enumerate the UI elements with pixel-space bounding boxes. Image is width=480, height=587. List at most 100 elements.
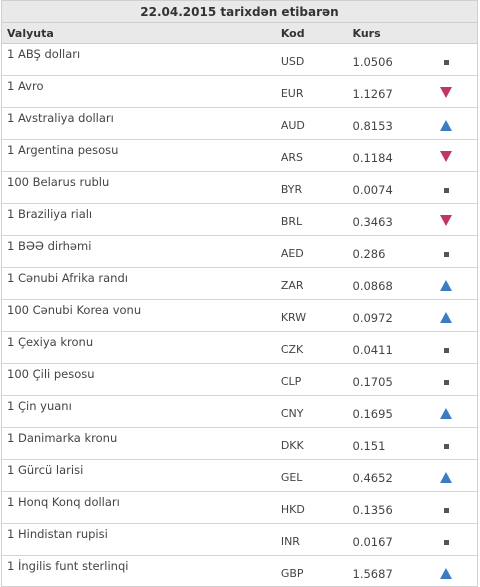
trend-cell	[432, 524, 477, 555]
currency-name: 1 BƏƏ dirhəmi	[7, 239, 92, 253]
currency-code: BYR	[280, 183, 303, 196]
table-row: 1 ABŞ dolları USD 1.0506	[2, 44, 477, 76]
trend-cell	[432, 428, 477, 459]
column-header-rate: Kurs	[352, 26, 381, 40]
table-row: 1 Danimarka kronu DKK 0.151	[2, 428, 477, 460]
exchange-rate: 0.1705	[352, 375, 393, 389]
trend-cell	[432, 396, 477, 427]
table-title: 22.04.2015 tarixdən etibarən	[2, 1, 477, 23]
currency-name: 1 Çexiya kronu	[7, 335, 94, 349]
trend-cell	[432, 204, 477, 235]
currency-name: 100 Belarus rublu	[7, 175, 110, 189]
trend-unchanged-icon	[444, 188, 450, 193]
exchange-rate: 0.8153	[352, 119, 393, 133]
trend-cell	[432, 364, 477, 395]
table-row: 1 Çin yuanı CNY 0.1695	[2, 396, 477, 428]
currency-name: 1 İngilis funt sterlinqi	[7, 559, 129, 573]
currency-code: ZAR	[280, 279, 304, 292]
currency-name: 1 Danimarka kronu	[7, 431, 118, 445]
currency-name: 1 Çin yuanı	[7, 399, 72, 413]
currency-name: 1 Avstraliya dolları	[7, 111, 114, 125]
trend-cell	[432, 44, 477, 75]
trend-up-icon	[440, 280, 453, 291]
trend-up-icon	[440, 312, 453, 323]
table-row: 1 Çexiya kronu CZK 0.0411	[2, 332, 477, 364]
table-row: 1 Gürcü larisi GEL 0.4652	[2, 460, 477, 492]
currency-code: USD	[280, 55, 305, 68]
column-header-row: Valyuta Kod Kurs	[2, 23, 477, 44]
currency-code: BRL	[280, 215, 303, 228]
trend-unchanged-icon	[444, 444, 450, 449]
column-header-currency: Valyuta	[7, 26, 54, 40]
trend-up-icon	[440, 568, 453, 579]
exchange-rate: 0.0972	[352, 311, 393, 325]
currency-code: CNY	[280, 407, 304, 420]
exchange-rate: 0.4652	[352, 471, 393, 485]
trend-up-icon	[440, 408, 453, 419]
currency-code: DKK	[280, 439, 304, 452]
trend-cell	[432, 332, 477, 363]
trend-down-icon	[440, 151, 453, 162]
exchange-rate: 0.0167	[352, 535, 393, 549]
table-row: 1 Argentina pesosu ARS 0.1184	[2, 140, 477, 172]
exchange-rate: 1.5687	[352, 567, 393, 581]
exchange-rate: 0.0411	[352, 343, 393, 357]
trend-unchanged-icon	[444, 380, 450, 385]
currency-code: CLP	[280, 375, 302, 388]
trend-cell	[432, 140, 477, 171]
trend-up-icon	[440, 472, 453, 483]
trend-cell	[432, 172, 477, 203]
exchange-rate: 0.286	[352, 247, 386, 261]
exchange-rate: 0.1356	[352, 503, 393, 517]
currency-code: ARS	[280, 151, 303, 164]
exchange-rate: 0.1184	[352, 151, 393, 165]
trend-up-icon	[440, 120, 453, 131]
trend-cell	[432, 268, 477, 299]
trend-unchanged-icon	[444, 508, 450, 513]
currency-code: KRW	[280, 311, 307, 324]
exchange-rate: 1.1267	[352, 87, 393, 101]
trend-cell	[432, 556, 477, 586]
exchange-rate: 0.3463	[352, 215, 393, 229]
table-row: 1 Cənubi Afrika randı ZAR 0.0868	[2, 268, 477, 300]
trend-unchanged-icon	[444, 348, 450, 353]
trend-cell	[432, 492, 477, 523]
table-row: 1 Braziliya rialı BRL 0.3463	[2, 204, 477, 236]
currency-name: 1 Cənubi Afrika randı	[7, 271, 128, 285]
table-row: 1 Honq Konq dolları HKD 0.1356	[2, 492, 477, 524]
currency-name: 1 Gürcü larisi	[7, 463, 84, 477]
trend-down-icon	[440, 87, 453, 98]
exchange-rate: 0.151	[352, 439, 386, 453]
trend-cell	[432, 460, 477, 491]
currency-code: EUR	[280, 87, 304, 100]
currency-code: HKD	[280, 503, 305, 516]
currency-name: 100 Çili pesosu	[7, 367, 95, 381]
exchange-rate: 1.0506	[352, 55, 393, 69]
currency-code: GEL	[280, 471, 303, 484]
trend-cell	[432, 300, 477, 331]
table-row: 1 İngilis funt sterlinqi GBP 1.5687	[2, 556, 477, 586]
currency-name: 1 Argentina pesosu	[7, 143, 119, 157]
trend-cell	[432, 76, 477, 107]
currency-name: 1 Hindistan rupisi	[7, 527, 108, 541]
currency-name: 1 ABŞ dolları	[7, 47, 81, 61]
currency-code: INR	[280, 535, 300, 548]
trend-unchanged-icon	[444, 60, 450, 65]
trend-cell	[432, 236, 477, 267]
currency-code: AED	[280, 247, 304, 260]
table-body: 1 ABŞ dolları USD 1.0506 1 Avro EUR 1.1267 1 A…	[2, 44, 477, 586]
currency-name: 100 Cənubi Korea vonu	[7, 303, 142, 317]
table-row: 100 Cənubi Korea vonu KRW 0.0972	[2, 300, 477, 332]
trend-down-icon	[440, 215, 453, 226]
table-row: 1 Hindistan rupisi INR 0.0167	[2, 524, 477, 556]
table-row: 1 Avro EUR 1.1267	[2, 76, 477, 108]
exchange-rate: 0.0868	[352, 279, 393, 293]
currency-code: AUD	[280, 119, 305, 132]
currency-name: 1 Braziliya rialı	[7, 207, 93, 221]
table-row: 1 Avstraliya dolları AUD 0.8153	[2, 108, 477, 140]
table-row: 100 Belarus rublu BYR 0.0074	[2, 172, 477, 204]
exchange-rate: 0.0074	[352, 183, 393, 197]
table-row: 100 Çili pesosu CLP 0.1705	[2, 364, 477, 396]
currency-code: GBP	[280, 567, 304, 580]
